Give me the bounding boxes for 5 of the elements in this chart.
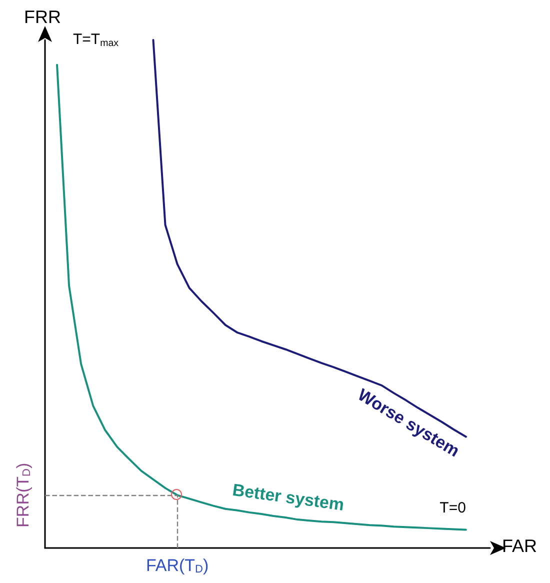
x-axis-title: FAR xyxy=(502,536,538,556)
annotation: T=0 xyxy=(440,500,466,517)
text: Better system xyxy=(231,480,346,515)
y-axis-title: FRR xyxy=(24,7,61,27)
ref-line-label: FRR(TD) xyxy=(14,462,33,528)
